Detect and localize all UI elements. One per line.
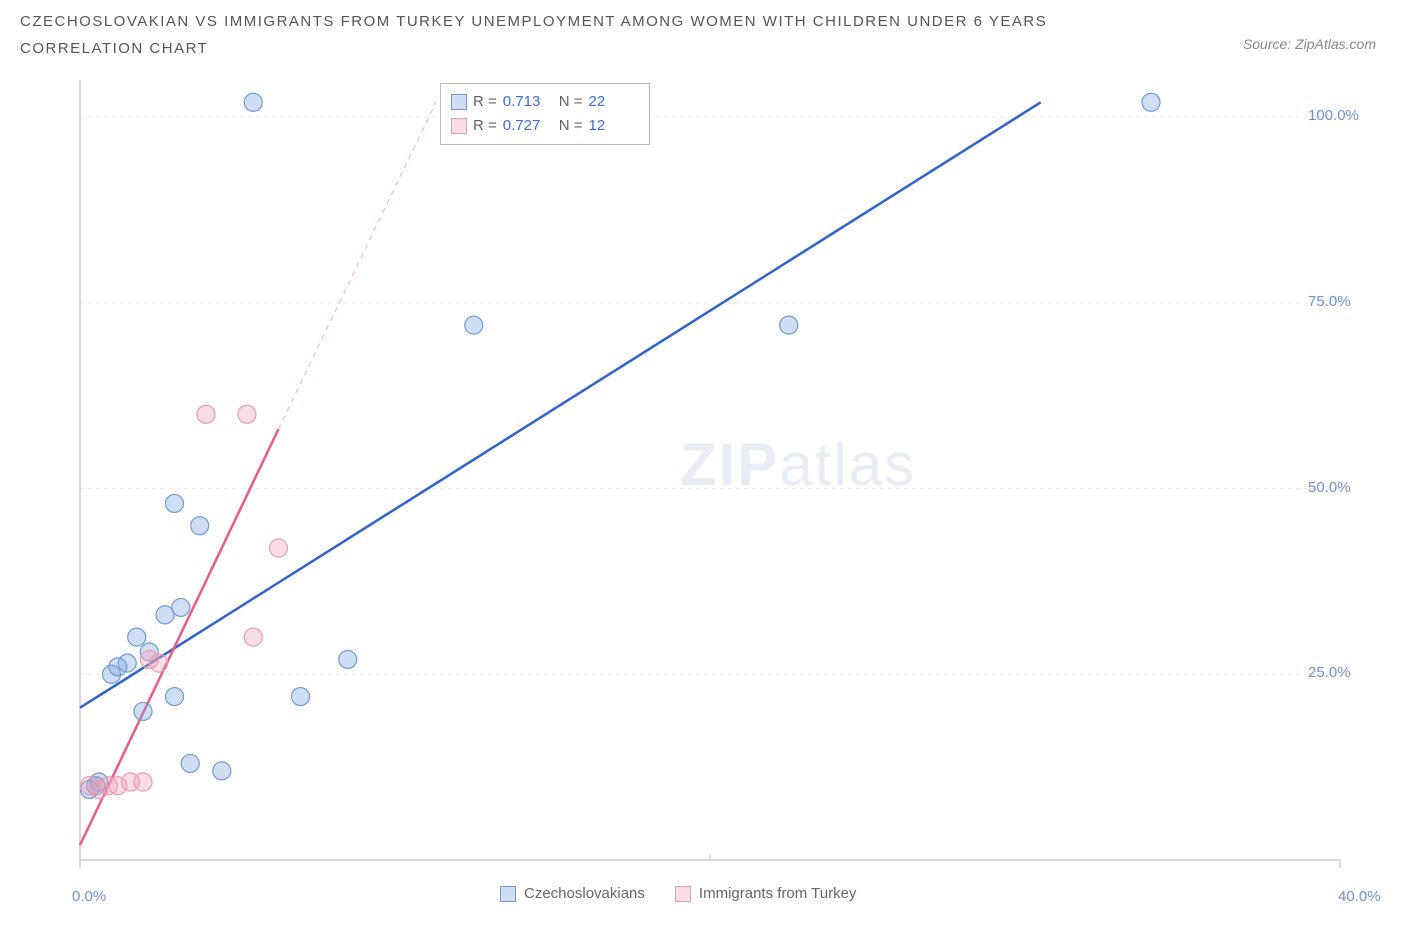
title-line-2: CORRELATION CHART [20,35,1386,62]
stats-n-label: N = [559,114,583,138]
y-tick-label: 75.0% [1308,293,1351,310]
legend-bottom: Czechoslovakians Immigrants from Turkey [500,885,856,902]
stats-r-label: R = [473,90,497,114]
legend-item: Czechoslovakians [500,885,645,902]
stats-r-label: R = [473,114,497,138]
y-tick-label: 25.0% [1308,664,1351,681]
correlation-stats-box: R =0.713N =22R =0.727N =12 [440,83,650,145]
stats-n-value: 12 [589,114,639,138]
stats-swatch-icon [451,94,467,110]
stats-swatch-icon [451,118,467,134]
source-attribution: Source: ZipAtlas.com [1243,36,1376,52]
scatter-plot-svg [60,80,1360,880]
y-tick-label: 100.0% [1308,107,1359,124]
legend-label: Czechoslovakians [524,885,645,902]
legend-swatch-icon [675,886,691,902]
legend-label: Immigrants from Turkey [699,885,857,902]
stats-r-value: 0.727 [503,114,553,138]
x-tick-label-min: 0.0% [72,888,106,905]
stats-r-value: 0.713 [503,90,553,114]
title-line-1: CZECHOSLOVAKIAN VS IMMIGRANTS FROM TURKE… [20,8,1386,35]
y-tick-label: 50.0% [1308,479,1351,496]
legend-swatch-icon [500,886,516,902]
chart-title-area: CZECHOSLOVAKIAN VS IMMIGRANTS FROM TURKE… [0,0,1406,62]
stats-n-value: 22 [589,90,639,114]
stats-row: R =0.713N =22 [451,90,639,114]
stats-n-label: N = [559,90,583,114]
stats-row: R =0.727N =12 [451,114,639,138]
x-tick-label-max: 40.0% [1338,888,1381,905]
plot-container [60,80,1360,880]
legend-item: Immigrants from Turkey [675,885,857,902]
